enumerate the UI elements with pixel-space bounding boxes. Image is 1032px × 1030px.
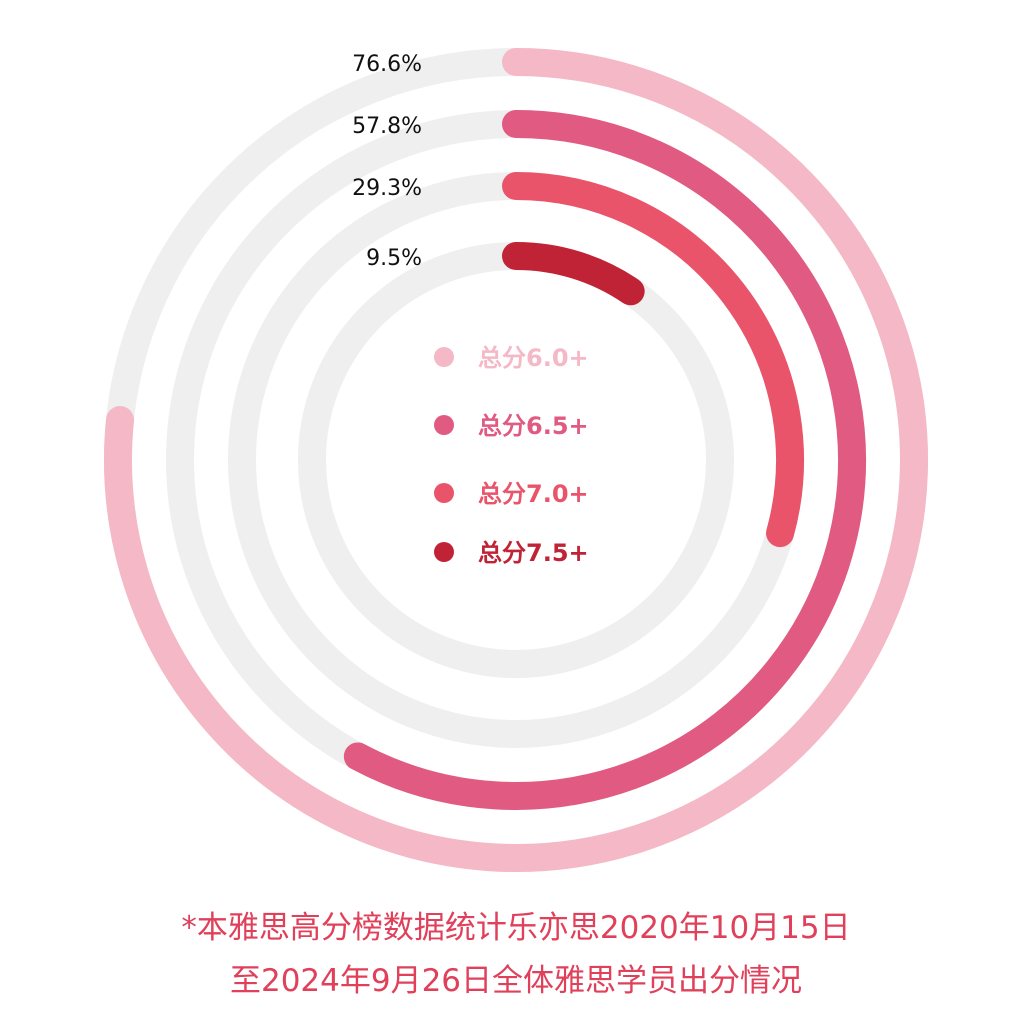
value-label-3: 29.3% <box>352 176 422 201</box>
legend-swatch-2 <box>434 415 454 435</box>
legend-swatch-1 <box>434 347 454 367</box>
ring-bar-3 <box>502 172 804 548</box>
ring-bar-2 <box>343 110 866 810</box>
legend-swatch-4 <box>434 542 454 562</box>
value-label-4: 9.5% <box>366 246 422 271</box>
ring-bar-1 <box>104 48 928 872</box>
radial-bar-chart: 76.6%57.8%29.3%9.5% 总分6.0+总分6.5+总分7.0+总分… <box>104 48 928 872</box>
legend-swatch-3 <box>434 483 454 503</box>
ring-bars <box>104 48 928 872</box>
ring-track-4 <box>298 242 734 678</box>
footnote-line-2: 至2024年9月26日全体雅思学员出分情况 <box>229 963 803 999</box>
value-labels: 76.6% 57.8% 29.3% 9.5% <box>352 52 422 271</box>
legend-label-3: 总分7.0+ <box>478 480 589 508</box>
legend-label-4: 总分7.5+ <box>478 539 589 567</box>
legend-label-1: 总分6.0+ <box>478 344 589 372</box>
footnote-line-1: *本雅思高分榜数据统计乐亦思2020年10月15日 <box>181 910 851 946</box>
legend-label-2: 总分6.5+ <box>478 412 589 440</box>
legend: 总分6.0+ 总分6.5+ 总分7.0+ 总分7.5+ <box>434 344 589 567</box>
value-label-2: 57.8% <box>352 114 422 139</box>
ring-bar-4 <box>502 242 645 306</box>
value-label-1: 76.6% <box>352 52 422 77</box>
